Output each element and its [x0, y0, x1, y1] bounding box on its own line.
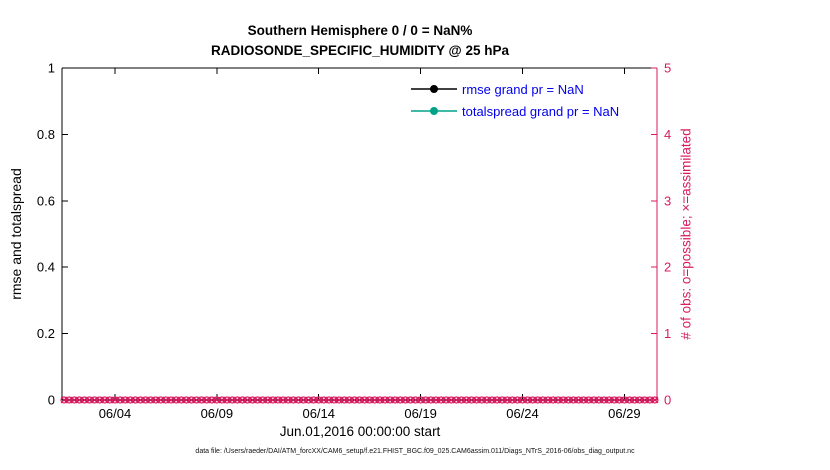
left-tick-label: 0.6: [37, 193, 55, 208]
left-axis-ticks: 0 0.2 0.4 0.6 0.8 1: [37, 61, 68, 408]
left-tick-label: 0.4: [37, 260, 55, 275]
datafile-footnote: data file: /Users/raeder/DAI/ATM_forcXX/…: [195, 448, 635, 455]
left-axis-label: rmse and totalspread: [8, 168, 24, 300]
legend-entry-rmse: rmse grand pr = NaN: [411, 78, 619, 100]
right-tick-label: 1: [664, 326, 671, 341]
x-tick-label: 06/04: [99, 406, 132, 421]
x-axis-label: Jun.01,2016 00:00:00 start: [279, 424, 441, 439]
x-tick-label: 06/29: [608, 406, 641, 421]
totalspread-line-sample: [411, 107, 457, 115]
x-tick-label: 06/09: [201, 406, 234, 421]
legend-label-totalspread: totalspread grand pr = NaN: [462, 103, 620, 119]
figure-title-line2: RADIOSONDE_SPECIFIC_HUMIDITY @ 25 hPa: [211, 43, 509, 59]
figure-titles: Southern Hemisphere 0 / 0 = NaN% RADIOSO…: [62, 21, 658, 62]
left-tick-label: 0.8: [37, 127, 55, 142]
right-axis-ticks: 0 1 2 3 4 5: [651, 61, 671, 408]
right-tick-label: 3: [664, 193, 671, 208]
legend: rmse grand pr = NaN totalspread grand pr…: [411, 78, 619, 122]
right-tick-label: 0: [664, 393, 671, 408]
right-tick-label: 2: [664, 260, 671, 275]
obs-markers-possible: [60, 396, 659, 404]
x-tick-label: 06/19: [404, 406, 437, 421]
x-tick-label: 06/14: [302, 406, 335, 421]
legend-entry-totalspread: totalspread grand pr = NaN: [411, 100, 619, 122]
x-tick-label: 06/24: [506, 406, 539, 421]
rmse-line-sample: [411, 85, 457, 93]
left-tick-label: 0: [48, 393, 55, 408]
right-axis-label: # of obs: o=possible; ×=assimilated: [678, 128, 694, 340]
obs-markers-assimilated: [60, 396, 659, 404]
right-tick-label: 5: [664, 61, 671, 76]
figure-title-line1: Southern Hemisphere 0 / 0 = NaN%: [247, 23, 473, 38]
x-axis-ticks: 06/04 06/09 06/14 06/19 06/24 06/29: [99, 68, 641, 421]
left-tick-label: 0.2: [37, 326, 55, 341]
left-tick-label: 1: [48, 61, 55, 76]
right-tick-label: 4: [664, 127, 671, 142]
legend-label-rmse: rmse grand pr = NaN: [462, 81, 584, 97]
